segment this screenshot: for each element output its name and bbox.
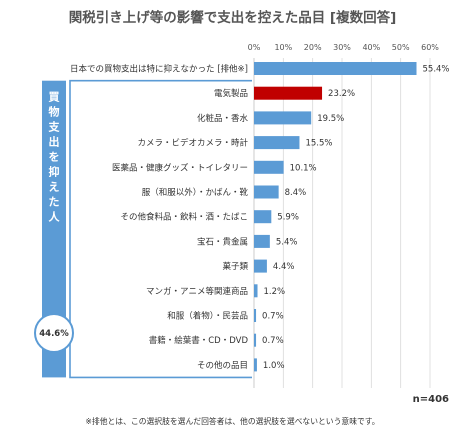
x-tick-label: 20% (304, 43, 322, 52)
bar (254, 333, 257, 347)
value-label: 10.1% (290, 163, 317, 173)
category-label: その他食料品・飲料・酒・たばこ (120, 212, 248, 223)
group-label-char: 物 (49, 105, 60, 119)
value-label: 19.5% (317, 114, 344, 124)
category-label: 化粧品・香水 (197, 113, 249, 124)
bar (254, 111, 312, 125)
value-label: 15.5% (305, 139, 332, 149)
category-label: 日本での買物支出は特に抑えなかった [排他※] (70, 64, 248, 75)
bar (254, 259, 267, 273)
footnote: ※排他とは、この選択肢を選んだ回答者は、他の選択肢を選べないという意味です。 (85, 417, 380, 426)
bar (254, 234, 270, 248)
bar (254, 284, 258, 298)
group-label-char: え (49, 181, 60, 194)
x-tick-label: 50% (392, 43, 410, 52)
chart-title: 関税引き上げ等の影響で支出を控えた品目 [複数回答] (68, 10, 397, 26)
value-label: 8.4% (285, 188, 307, 198)
category-label: 書籍・絵葉書・CD・DVD (149, 335, 249, 346)
value-label: 5.4% (276, 237, 298, 247)
value-label: 0.7% (262, 312, 284, 322)
category-labels: 日本での買物支出は特に抑えなかった [排他※] 電気製品化粧品・香水カメラ・ビデオ… (70, 64, 248, 371)
category-label: 和服（着物）・民芸品 (167, 311, 248, 322)
group-label-char: を (49, 151, 60, 164)
group-total-circle (34, 313, 74, 353)
group-label-char: 抑 (49, 165, 60, 179)
group-label-char: 出 (49, 135, 60, 149)
bar (254, 358, 257, 372)
x-tick-label: 10% (274, 43, 292, 52)
value-label: 4.4% (273, 262, 295, 272)
x-axis-ticks: 0% 10% 20% 30% 40% 50% 60% (248, 43, 440, 52)
value-label: 23.2% (328, 89, 355, 99)
bar (254, 309, 257, 322)
group-label-char: 支 (48, 120, 61, 134)
x-tick-label: 60% (421, 43, 439, 52)
group-label-char: 人 (49, 210, 61, 224)
bars (254, 62, 417, 372)
group-label-char: 買 (49, 91, 60, 104)
category-label: カメラ・ビデオカメラ・時計 (137, 138, 248, 149)
value-label: 55.4% (423, 65, 450, 75)
value-label: 1.0% (263, 361, 285, 371)
bar (254, 210, 272, 224)
category-label: 医薬品・健康グッズ・トイレタリー (112, 162, 248, 173)
bar (254, 185, 279, 199)
category-label: その他の品目 (197, 360, 248, 371)
group-bracket (69, 79, 252, 379)
value-label: 5.9% (277, 213, 299, 223)
category-label: 電気製品 (214, 88, 248, 99)
value-label: 1.2% (264, 287, 286, 297)
x-tick-label: 40% (362, 43, 380, 52)
group-total-label: 44.6% (39, 329, 69, 339)
group-label-char: た (49, 196, 60, 209)
category-label: 服（和服以外）・かばん・靴 (142, 187, 249, 198)
category-label: 宝石・貴金属 (197, 236, 248, 247)
value-label: 0.7% (262, 336, 284, 346)
x-tick-label: 30% (333, 43, 351, 52)
bar (254, 136, 300, 150)
bar (254, 62, 417, 75)
category-label: 菓子類 (222, 261, 248, 272)
sample-size: n=406 (412, 394, 449, 405)
category-label: マンガ・アニメ等関連商品 (146, 286, 248, 297)
bar (254, 86, 323, 100)
value-labels: 55.4% 23.2% 19.5% 15.5% 10.1% 8.4% 5.9% 5.4% 4.4… (262, 65, 449, 371)
bar (254, 160, 284, 174)
x-tick-label: 0% (248, 43, 261, 52)
